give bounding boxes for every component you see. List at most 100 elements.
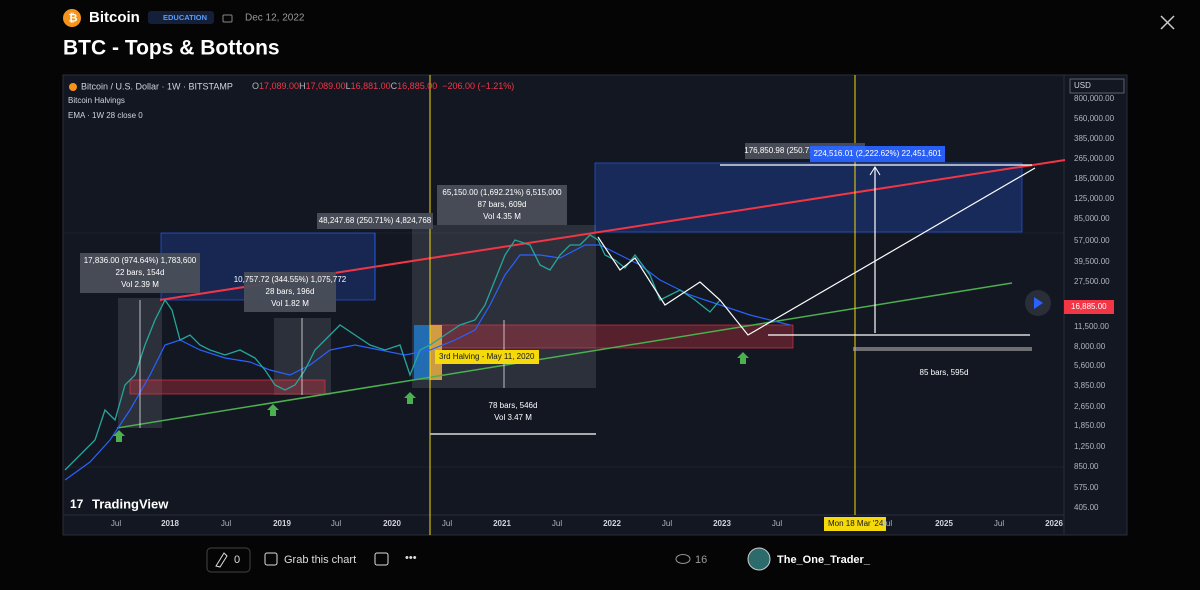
bottom-markers [113,352,749,442]
annotation-text: Vol 1.82 M [271,299,309,308]
symbol: Bitcoin / U.S. Dollar · 1W · BITSTAMP [81,81,233,91]
indicator: EMA · 1W 28 close 0 [68,111,143,120]
price-tag [1064,300,1114,314]
time-label: Jul [552,519,562,528]
ohlc-value: 17,089.00 [259,81,299,91]
coin-glyph: ₿ [69,12,78,24]
arrow-head [869,166,881,176]
halving-tag [435,350,539,364]
author[interactable]: The_One_Trader_ [777,554,871,566]
boost-button[interactable] [206,547,251,573]
ohlc-key: H [299,81,306,91]
halving-text: 3rd Halving - May 11, 2020 [439,352,535,361]
time-label: Jul [331,519,341,528]
price-label: 385,000.00 [1074,134,1115,143]
price-label: 125,000.00 [1074,194,1115,203]
ohlc-value: 17,089.00 [306,81,346,91]
ohlc-key: L [346,81,351,91]
annotation-text: Vol 4.35 M [483,212,521,221]
support-line [116,282,1013,429]
price-label: 800,000.00 [1074,94,1115,103]
annotation-text: 10,757.72 (344.55%) 1,075,772 [234,275,347,284]
more[interactable]: ••• [405,552,417,564]
price-label: 27,500.00 [1074,277,1110,286]
price-label: 3,850.00 [1074,381,1106,390]
price-label: 57,000.00 [1074,236,1110,245]
time-label: Jul [662,519,672,528]
zone [429,324,794,349]
change: −206.00 (−1.21%) [442,81,514,91]
annotation-text: 87 bars, 609d [478,200,527,209]
crosshair-date: Mon 18 Mar '24 [828,519,884,528]
ohlc-value: 16,885.00 [397,81,437,91]
time-label: 2021 [493,519,511,528]
time-label: 2025 [935,519,953,528]
comment-icon[interactable] [374,552,389,566]
price-label: 575.00 [1074,483,1099,492]
coin-icon [63,9,81,27]
date-tag [824,517,886,531]
price-label: 405.00 [1074,503,1099,512]
time-label: 2020 [383,519,401,528]
zone [129,379,326,395]
asset[interactable]: Bitcoin [89,9,140,26]
time-label: 2022 [603,519,621,528]
projection [597,167,1036,336]
current-price: 16,885.00 [1071,302,1107,311]
annotation-text: 85 bars, 595d [920,368,969,377]
price-label: 265,000.00 [1074,154,1115,163]
annotation-text: Vol 2.39 M [121,280,159,289]
annotation-text: 78 bars, 546d [489,401,538,410]
currency: USD [1074,81,1091,90]
annotation-box [810,146,945,162]
price-line [64,234,721,471]
time-label: Jul [882,519,892,528]
time-label: Jul [994,519,1004,528]
annotation-text: Vol 3.47 M [494,413,532,422]
annotation-box [80,253,200,293]
logo: TradingView [92,496,169,511]
annotation-box [437,185,567,225]
avatar[interactable] [747,547,771,571]
symbol-icon [69,83,77,91]
annotation-text: 22 bars, 154d [116,268,165,277]
grab-icon [264,552,278,566]
time-label: Jul [111,519,121,528]
ohlc-key: O [252,81,259,91]
price-label: 1,250.00 [1074,442,1106,451]
range-box [594,162,1023,233]
price-label: 11,500.00 [1074,322,1110,331]
title: BTC - Tops & Bottons [63,37,280,60]
annotation-text: 176,850.98 (250.71%) 17,685,098 [744,146,866,155]
price-label: 1,850.00 [1074,421,1106,430]
views: 16 [695,554,707,566]
time-label: 2026 [1045,519,1063,528]
chart-panel [62,74,1128,536]
ohlc: O17,089.00H17,089.00L16,881.00C16,885.00… [252,81,514,91]
price-label: 85,000.00 [1074,214,1110,223]
price-label: 2,650.00 [1074,402,1106,411]
price-label: 850.00 [1074,462,1099,471]
currency-box[interactable] [1069,78,1125,94]
badge-text: EDUCATION [163,13,207,22]
ema-line [64,244,791,481]
annotation-box [244,272,336,312]
close[interactable] [1160,15,1175,30]
time-label: 2019 [273,519,291,528]
price-label: 8,000.00 [1074,342,1106,351]
time-label: Jul [772,519,782,528]
annotation-text: 28 bars, 196d [266,287,315,296]
ohlc-key: C [391,81,398,91]
annotation-text: 65,150.00 (1,692.21%) 6,515,000 [442,188,562,197]
time-label: 2018 [161,519,179,528]
grab[interactable]: Grab this chart [284,554,356,566]
price-label: 560,000.00 [1074,114,1115,123]
logo-mark: 17 [70,497,84,511]
indicator: Bitcoin Halvings [68,96,125,105]
views-icon [675,554,691,564]
price-label: 185,000.00 [1074,174,1115,183]
price-label: 5,600.00 [1074,361,1106,370]
lock-icon [222,14,233,23]
